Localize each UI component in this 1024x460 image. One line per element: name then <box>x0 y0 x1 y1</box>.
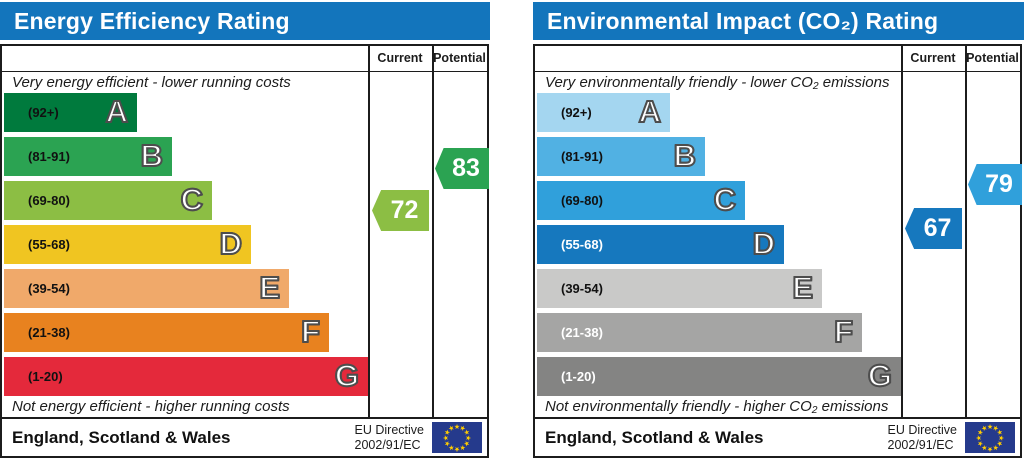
top-note: Very environmentally friendly - lower CO… <box>545 74 890 91</box>
band-letter: B <box>140 137 164 174</box>
rating-band-b: (81-91) B <box>4 137 172 176</box>
chart-title-bar: Environmental Impact (CO₂) Rating <box>533 2 1024 40</box>
rating-band-e: (39-54) E <box>537 269 822 308</box>
band-letter: G <box>334 357 360 394</box>
rating-band-c: (69-80) C <box>4 181 212 220</box>
table-footer: England, Scotland & Wales EU Directive 2… <box>2 417 487 456</box>
rating-band-d: (55-68) D <box>4 225 251 264</box>
band-range-label: (92+) <box>28 105 59 120</box>
current-column-header: Current <box>377 51 423 65</box>
eu-flag-icon: ★ ★ ★ ★ ★ ★ ★ ★ ★ ★ ★ ★ <box>432 422 482 453</box>
band-range-label: (1-20) <box>561 369 596 384</box>
potential-rating-arrow: 83 <box>435 148 489 189</box>
band-letter: A <box>638 93 662 130</box>
rating-band-g: (1-20) G <box>537 357 901 396</box>
current-rating-value: 72 <box>390 196 419 224</box>
rating-band-f: (21-38) F <box>4 313 329 352</box>
band-range-label: (69-80) <box>28 193 70 208</box>
top-note: Very energy efficient - lower running co… <box>12 74 291 91</box>
current-rating-arrow: 67 <box>905 208 962 249</box>
band-letter: B <box>673 137 697 174</box>
chart-title: Energy Efficiency Rating <box>14 7 290 34</box>
band-letter: A <box>105 93 129 130</box>
eu-directive-label: EU Directive 2002/91/EC <box>888 423 957 453</box>
band-letter: F <box>300 313 321 350</box>
current-rating-value: 67 <box>923 214 952 242</box>
current-rating-arrow: 72 <box>372 190 429 231</box>
potential-column-divider <box>432 46 434 417</box>
rating-table: Current Potential Very energy efficient … <box>0 44 489 458</box>
band-letter: E <box>791 269 814 306</box>
rating-band-f: (21-38) F <box>537 313 862 352</box>
chart-title: Environmental Impact (CO₂) Rating <box>547 7 939 34</box>
band-letter: G <box>867 357 893 394</box>
current-column-header: Current <box>910 51 956 65</box>
eu-directive-line1: EU Directive <box>887 422 957 437</box>
rating-band-g: (1-20) G <box>4 357 368 396</box>
current-column-divider <box>368 46 370 417</box>
rating-band-d: (55-68) D <box>537 225 784 264</box>
band-letter: E <box>258 269 281 306</box>
star-icon: ★ <box>453 423 461 431</box>
rating-bands: (92+) A (81-91) B (69-80) C (55-68) D (39-54) E (2… <box>535 93 1020 398</box>
band-range-label: (55-68) <box>28 237 70 252</box>
star-icon: ★ <box>986 423 994 431</box>
potential-rating-arrow: 79 <box>968 164 1022 205</box>
band-range-label: (81-91) <box>28 149 70 164</box>
band-range-label: (21-38) <box>28 325 70 340</box>
energy-efficiency-rating-chart: Energy Efficiency Rating Current Potenti… <box>0 0 490 460</box>
band-range-label: (55-68) <box>561 237 603 252</box>
band-letter: D <box>752 225 776 262</box>
potential-column-header: Potential <box>433 51 486 65</box>
table-footer: England, Scotland & Wales EU Directive 2… <box>535 417 1020 456</box>
band-range-label: (39-54) <box>561 281 603 296</box>
band-range-label: (39-54) <box>28 281 70 296</box>
potential-rating-value: 83 <box>452 154 480 182</box>
band-letter: F <box>833 313 854 350</box>
band-range-label: (69-80) <box>561 193 603 208</box>
eu-directive-line2: 2002/91/EC <box>887 437 954 452</box>
band-letter: C <box>180 181 204 218</box>
rating-band-b: (81-91) B <box>537 137 705 176</box>
band-letter: C <box>713 181 737 218</box>
band-range-label: (81-91) <box>561 149 603 164</box>
bottom-note: Not environmentally friendly - higher CO… <box>545 398 889 415</box>
header-row-divider <box>2 71 487 72</box>
eu-directive-line2: 2002/91/EC <box>354 437 421 452</box>
band-range-label: (21-38) <box>561 325 603 340</box>
current-column-divider <box>901 46 903 417</box>
bottom-note: Not energy efficient - higher running co… <box>12 398 290 415</box>
rating-band-e: (39-54) E <box>4 269 289 308</box>
rating-bands: (92+) A (81-91) B (69-80) C (55-68) D (39-54) E (2… <box>2 93 487 398</box>
environmental-impact-co2-rating-chart: Environmental Impact (CO₂) Rating Curren… <box>533 0 1024 460</box>
rating-band-c: (69-80) C <box>537 181 745 220</box>
potential-rating-value: 79 <box>985 170 1013 198</box>
chart-title-bar: Energy Efficiency Rating <box>0 2 490 40</box>
header-row-divider <box>535 71 1020 72</box>
rating-table: Current Potential Very environmentally f… <box>533 44 1022 458</box>
region-label: England, Scotland & Wales <box>12 427 231 447</box>
potential-column-header: Potential <box>966 51 1019 65</box>
eu-directive-line1: EU Directive <box>354 422 424 437</box>
band-range-label: (1-20) <box>28 369 63 384</box>
region-label: England, Scotland & Wales <box>545 427 764 447</box>
band-range-label: (92+) <box>561 105 592 120</box>
eu-flag-icon: ★ ★ ★ ★ ★ ★ ★ ★ ★ ★ ★ ★ <box>965 422 1015 453</box>
rating-band-a: (92+) A <box>4 93 137 132</box>
eu-directive-label: EU Directive 2002/91/EC <box>355 423 424 453</box>
potential-column-divider <box>965 46 967 417</box>
band-letter: D <box>219 225 243 262</box>
rating-band-a: (92+) A <box>537 93 670 132</box>
